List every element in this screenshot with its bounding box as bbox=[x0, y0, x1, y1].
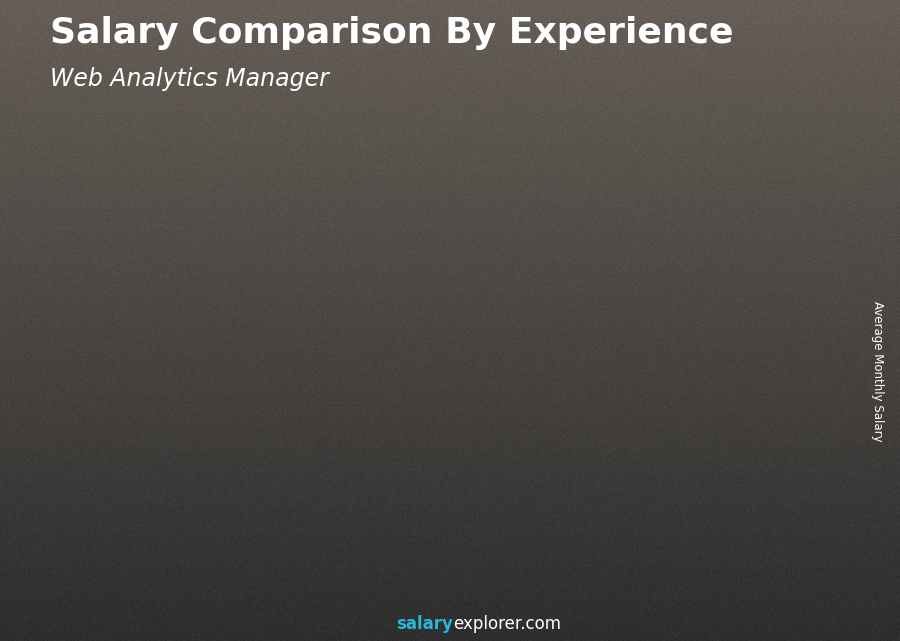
Bar bbox=[596, 320, 604, 564]
Bar bbox=[419, 381, 427, 564]
Bar bbox=[734, 72, 873, 99]
Circle shape bbox=[801, 56, 806, 60]
Text: salary: salary bbox=[396, 615, 453, 633]
Bar bbox=[602, 320, 666, 564]
Bar bbox=[734, 16, 873, 44]
Bar bbox=[542, 341, 550, 564]
Text: 20+: 20+ bbox=[717, 585, 757, 603]
Text: Years: Years bbox=[757, 585, 811, 603]
Text: 18,400 INR: 18,400 INR bbox=[104, 452, 181, 466]
Text: to 10: to 10 bbox=[389, 585, 435, 603]
Bar bbox=[734, 44, 873, 72]
Bar bbox=[226, 438, 305, 442]
Text: +22%: +22% bbox=[418, 283, 482, 303]
Text: +9%: +9% bbox=[548, 261, 598, 279]
Text: Years: Years bbox=[143, 585, 191, 603]
Bar bbox=[234, 440, 298, 564]
Text: Average Monthly Salary: Average Monthly Salary bbox=[871, 301, 884, 442]
Text: < 2: < 2 bbox=[103, 585, 143, 603]
Text: 2: 2 bbox=[247, 585, 266, 603]
Text: +48%: +48% bbox=[295, 326, 359, 345]
Bar bbox=[472, 338, 551, 344]
Bar bbox=[111, 471, 175, 564]
Text: 36,300 INR: 36,300 INR bbox=[356, 362, 433, 376]
Bar bbox=[350, 381, 358, 564]
Text: 44,300 INR: 44,300 INR bbox=[480, 322, 556, 336]
Bar bbox=[349, 379, 428, 383]
Bar bbox=[717, 298, 796, 304]
Text: 5: 5 bbox=[370, 585, 389, 603]
Bar bbox=[788, 301, 796, 564]
Bar bbox=[725, 301, 789, 564]
Text: 10: 10 bbox=[481, 585, 511, 603]
Text: to 20: to 20 bbox=[634, 585, 680, 603]
Text: to 15: to 15 bbox=[511, 585, 558, 603]
Text: explorer.com: explorer.com bbox=[453, 615, 561, 633]
Bar bbox=[719, 301, 726, 564]
Text: to 5: to 5 bbox=[266, 585, 301, 603]
Bar bbox=[665, 320, 672, 564]
Text: Salary Comparison By Experience: Salary Comparison By Experience bbox=[50, 16, 733, 50]
Text: 15: 15 bbox=[603, 585, 634, 603]
Bar bbox=[174, 471, 181, 564]
Bar bbox=[104, 471, 112, 564]
Bar bbox=[356, 381, 420, 564]
Text: 52,200 INR: 52,200 INR bbox=[725, 282, 802, 296]
Bar bbox=[480, 341, 544, 564]
Bar bbox=[228, 440, 235, 564]
Text: +34%: +34% bbox=[173, 388, 236, 406]
Bar bbox=[595, 318, 674, 324]
Text: Web Analytics Manager: Web Analytics Manager bbox=[50, 67, 328, 91]
Bar bbox=[473, 341, 481, 564]
Bar bbox=[104, 470, 183, 472]
Bar bbox=[296, 440, 304, 564]
Text: 24,600 INR: 24,600 INR bbox=[228, 421, 304, 435]
Text: 48,300 INR: 48,300 INR bbox=[602, 301, 679, 315]
Text: +8%: +8% bbox=[670, 238, 721, 258]
